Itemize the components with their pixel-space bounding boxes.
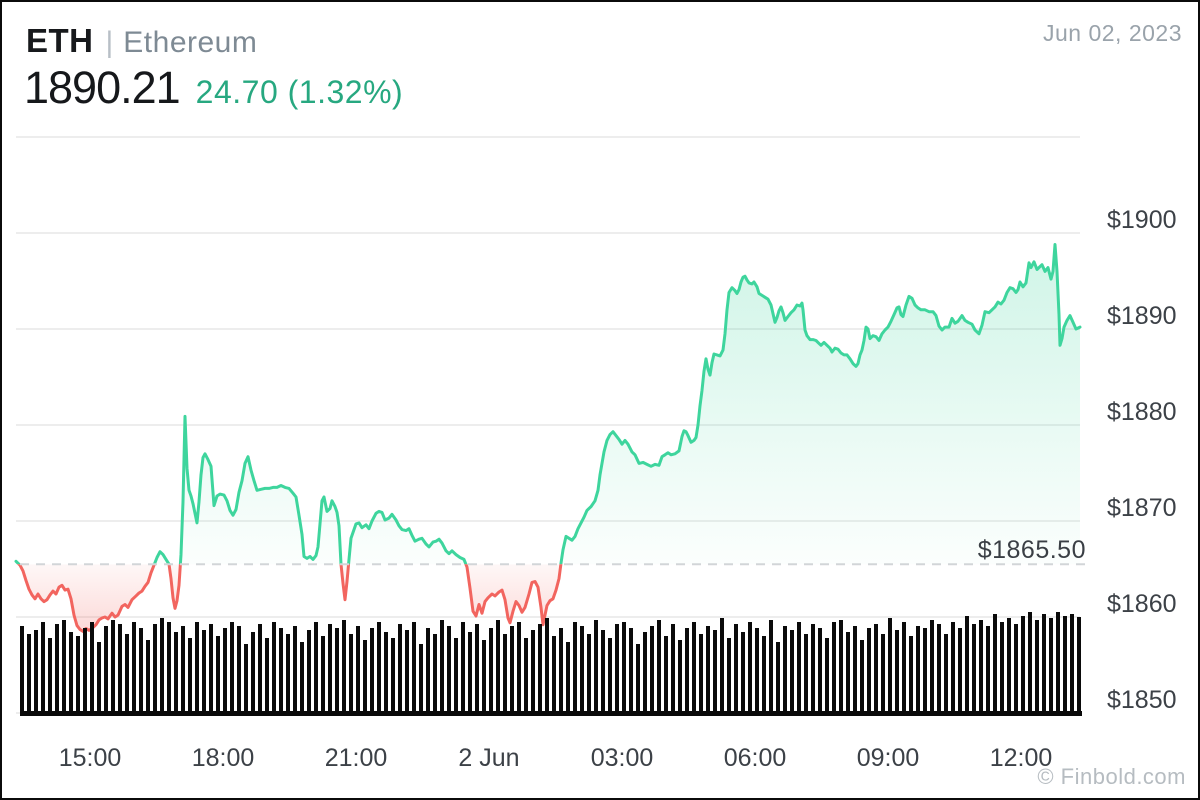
ticker-symbol: ETH [26,22,94,59]
x-axis-label: 15:00 [58,744,122,772]
y-axis-label: $1880 [1107,398,1177,426]
baseline-price-label: $1865.50 [977,536,1086,565]
x-axis-label: 09:00 [856,744,920,772]
x-axis-label: 21:00 [324,744,388,772]
x-axis-label: 06:00 [723,744,787,772]
y-axis-label: $1850 [1107,686,1177,714]
current-price: 1890.21 [24,62,181,113]
ticker-separator: | [105,26,114,59]
x-axis-line [20,711,1082,716]
volume-bars [20,612,1081,712]
y-axis-label: $1890 [1107,302,1177,330]
price-line-up [14,243,1082,565]
y-axis-label: $1870 [1107,494,1177,522]
price-change: 24.70 (1.32%) [195,74,404,110]
x-axis-label: 18:00 [191,744,255,772]
ticker-header: ETH | Ethereum [26,22,257,60]
coin-name: Ethereum [123,26,258,59]
x-axis-label: 03:00 [590,744,654,772]
watermark: © Finbold.com [1037,764,1186,789]
area-below-baseline [18,564,561,632]
price-header: 1890.21 24.70 (1.32%) [24,62,403,114]
x-axis-label: 2 Jun [458,744,520,772]
y-axis-label: $1900 [1107,206,1177,234]
area-above-baseline [16,244,1080,565]
chart-date: Jun 02, 2023 [1042,20,1182,46]
x-axis-label: 12:00 [989,744,1053,772]
y-axis-label: $1860 [1107,590,1177,618]
